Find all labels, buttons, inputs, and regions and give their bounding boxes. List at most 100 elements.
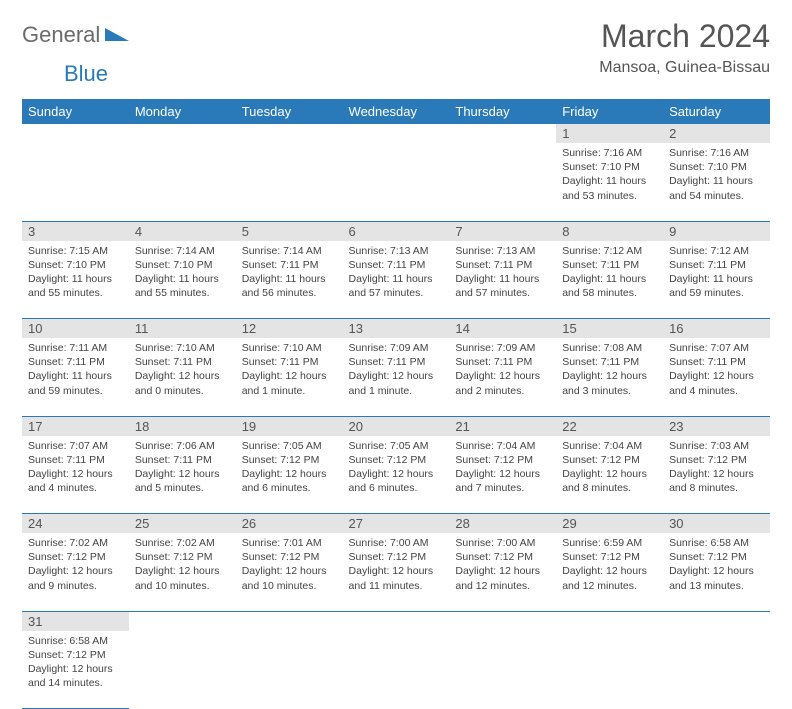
day-number: 13 xyxy=(343,319,450,339)
daylight-text: Daylight: 11 hours and 55 minutes. xyxy=(135,272,230,300)
logo-text-general: General xyxy=(22,22,100,48)
day-cell: Sunrise: 7:14 AMSunset: 7:11 PMDaylight:… xyxy=(236,241,343,319)
day-number xyxy=(236,124,343,143)
day-number: 11 xyxy=(129,319,236,339)
sunset-text: Sunset: 7:11 PM xyxy=(242,355,337,369)
logo: General xyxy=(22,18,131,48)
sunrise-text: Sunrise: 7:12 AM xyxy=(562,244,657,258)
sunset-text: Sunset: 7:11 PM xyxy=(349,355,444,369)
sunrise-text: Sunrise: 7:09 AM xyxy=(455,341,550,355)
sunrise-text: Sunrise: 7:10 AM xyxy=(135,341,230,355)
day-number xyxy=(449,611,556,631)
daylight-text: Daylight: 12 hours and 10 minutes. xyxy=(242,564,337,592)
sunrise-text: Sunrise: 7:05 AM xyxy=(349,439,444,453)
sunset-text: Sunset: 7:12 PM xyxy=(28,550,123,564)
daylight-text: Daylight: 11 hours and 58 minutes. xyxy=(562,272,657,300)
day-cell: Sunrise: 7:11 AMSunset: 7:11 PMDaylight:… xyxy=(22,338,129,416)
day-number-row: 10111213141516 xyxy=(22,319,770,339)
sunrise-text: Sunrise: 7:03 AM xyxy=(669,439,764,453)
sunrise-text: Sunrise: 7:04 AM xyxy=(455,439,550,453)
day-cell: Sunrise: 7:15 AMSunset: 7:10 PMDaylight:… xyxy=(22,241,129,319)
day-number: 30 xyxy=(663,514,770,534)
day-header: Friday xyxy=(556,99,663,124)
sunset-text: Sunset: 7:11 PM xyxy=(28,453,123,467)
day-cell: Sunrise: 7:02 AMSunset: 7:12 PMDaylight:… xyxy=(129,533,236,611)
sunset-text: Sunset: 7:12 PM xyxy=(455,453,550,467)
day-cell: Sunrise: 7:05 AMSunset: 7:12 PMDaylight:… xyxy=(343,436,450,514)
day-cell: Sunrise: 7:14 AMSunset: 7:10 PMDaylight:… xyxy=(129,241,236,319)
day-number: 23 xyxy=(663,416,770,436)
day-cell xyxy=(22,143,129,221)
sunrise-text: Sunrise: 7:05 AM xyxy=(242,439,337,453)
day-cell xyxy=(556,631,663,709)
sunrise-text: Sunrise: 7:13 AM xyxy=(349,244,444,258)
sunset-text: Sunset: 7:11 PM xyxy=(562,355,657,369)
sunset-text: Sunset: 7:12 PM xyxy=(669,453,764,467)
day-cell: Sunrise: 7:06 AMSunset: 7:11 PMDaylight:… xyxy=(129,436,236,514)
sunset-text: Sunset: 7:10 PM xyxy=(135,258,230,272)
day-number: 28 xyxy=(449,514,556,534)
day-number xyxy=(343,124,450,143)
day-cell xyxy=(663,631,770,709)
week-content-row: Sunrise: 7:16 AM Sunset: 7:10 PMDaylight:… xyxy=(22,143,770,221)
sunset-text: Sunset: 7:10 PM xyxy=(669,160,764,174)
sunrise-text: Sunrise: 7:13 AM xyxy=(455,244,550,258)
day-cell: Sunrise: 6:59 AMSunset: 7:12 PMDaylight:… xyxy=(556,533,663,611)
day-number: 22 xyxy=(556,416,663,436)
day-cell: Sunrise: 7:13 AMSunset: 7:11 PMDaylight:… xyxy=(343,241,450,319)
week-content-row: Sunrise: 7:11 AMSunset: 7:11 PMDaylight:… xyxy=(22,338,770,416)
sunrise-text: Sunrise: 7:08 AM xyxy=(562,341,657,355)
day-cell: Sunrise: 7:01 AMSunset: 7:12 PMDaylight:… xyxy=(236,533,343,611)
day-number: 21 xyxy=(449,416,556,436)
day-number xyxy=(449,124,556,143)
day-cell: Sunrise: 6:58 AMSunset: 7:12 PMDaylight:… xyxy=(22,631,129,709)
sunset-text: Sunset: 7:11 PM xyxy=(455,258,550,272)
daylight-text: Daylight: 12 hours and 0 minutes. xyxy=(135,369,230,397)
sunset-text: Sunset: 7:11 PM xyxy=(28,355,123,369)
sunset-text: Sunset: 7:11 PM xyxy=(242,258,337,272)
day-number: 5 xyxy=(236,221,343,241)
day-cell xyxy=(129,631,236,709)
day-number: 9 xyxy=(663,221,770,241)
sunrise-text: Sunrise: 7:07 AM xyxy=(28,439,123,453)
day-cell: Sunrise: 7:09 AMSunset: 7:11 PMDaylight:… xyxy=(343,338,450,416)
daylight-text: Daylight: 11 hours and 54 minutes. xyxy=(669,174,764,202)
sunrise-text: Sunrise: 7:12 AM xyxy=(669,244,764,258)
day-cell: Sunrise: 7:00 AMSunset: 7:12 PMDaylight:… xyxy=(343,533,450,611)
day-header-row: SundayMondayTuesdayWednesdayThursdayFrid… xyxy=(22,99,770,124)
day-number: 20 xyxy=(343,416,450,436)
daylight-text: Daylight: 11 hours and 59 minutes. xyxy=(669,272,764,300)
day-header: Wednesday xyxy=(343,99,450,124)
day-number: 31 xyxy=(22,611,129,631)
sunrise-text: Sunrise: 7:02 AM xyxy=(135,536,230,550)
day-number: 2 xyxy=(663,124,770,143)
title-block: March 2024 Mansoa, Guinea-Bissau xyxy=(599,18,770,77)
sunset-text: Sunset: 7:11 PM xyxy=(669,355,764,369)
day-cell xyxy=(236,631,343,709)
week-content-row: Sunrise: 7:15 AMSunset: 7:10 PMDaylight:… xyxy=(22,241,770,319)
sunset-text: Sunset: 7:12 PM xyxy=(669,550,764,564)
calendar-table: SundayMondayTuesdayWednesdayThursdayFrid… xyxy=(22,99,770,709)
sunrise-text: Sunrise: 7:11 AM xyxy=(28,341,123,355)
day-cell: Sunrise: 7:08 AMSunset: 7:11 PMDaylight:… xyxy=(556,338,663,416)
daylight-text: Daylight: 12 hours and 8 minutes. xyxy=(669,467,764,495)
sunset-text: Sunset: 7:12 PM xyxy=(28,648,123,662)
day-cell: Sunrise: 7:16 AMSunset: 7:10 PMDaylight:… xyxy=(663,143,770,221)
sunrise-text: Sunrise: 7:09 AM xyxy=(349,341,444,355)
sunset-text: Sunset: 7:12 PM xyxy=(562,453,657,467)
sunrise-text: Sunrise: 6:59 AM xyxy=(562,536,657,550)
day-number: 18 xyxy=(129,416,236,436)
daylight-text: Daylight: 12 hours and 7 minutes. xyxy=(455,467,550,495)
day-cell xyxy=(449,143,556,221)
sunset-text: Sunset: 7:12 PM xyxy=(349,550,444,564)
day-cell: Sunrise: 7:12 AMSunset: 7:11 PMDaylight:… xyxy=(556,241,663,319)
sunset-text: Sunset: 7:11 PM xyxy=(455,355,550,369)
daylight-text: Daylight: 12 hours and 6 minutes. xyxy=(349,467,444,495)
sunset-text: Sunset: 7:12 PM xyxy=(349,453,444,467)
daylight-text: Daylight: 12 hours and 12 minutes. xyxy=(562,564,657,592)
sunrise-text: Sunrise: 7:16 AM xyxy=(562,146,657,160)
day-cell: Sunrise: 7:07 AMSunset: 7:11 PMDaylight:… xyxy=(663,338,770,416)
day-number: 27 xyxy=(343,514,450,534)
day-cell xyxy=(236,143,343,221)
daylight-text: Daylight: 12 hours and 1 minute. xyxy=(349,369,444,397)
